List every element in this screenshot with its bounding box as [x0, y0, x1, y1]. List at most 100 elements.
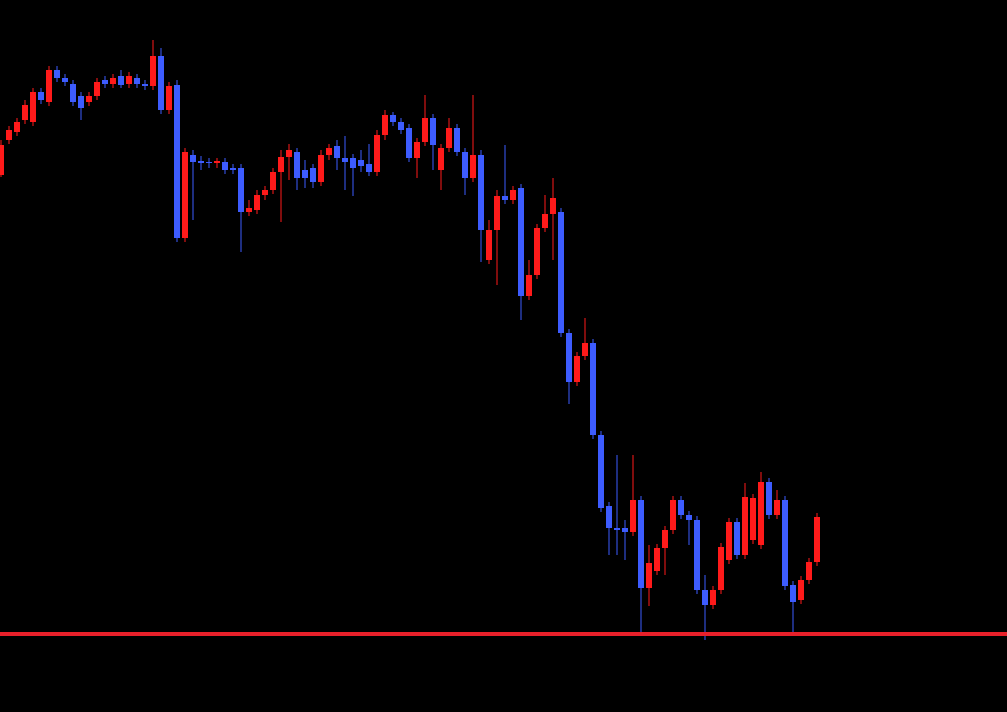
candle-body — [750, 498, 756, 540]
candle-body — [142, 84, 148, 86]
candle-body — [262, 190, 268, 195]
candle-body — [606, 506, 612, 528]
candle-body — [566, 333, 572, 382]
candle-body — [662, 530, 668, 548]
candle-body — [670, 500, 676, 530]
candle-body — [774, 500, 780, 515]
candle-body — [542, 214, 548, 228]
candle-body — [550, 198, 556, 214]
candle-body — [158, 56, 164, 110]
candle-body — [814, 517, 820, 562]
candle-body — [582, 343, 588, 356]
candle-body — [574, 356, 580, 382]
candle-body — [366, 164, 372, 172]
candle-body — [334, 146, 340, 158]
candle-body — [358, 160, 364, 166]
candle-body — [54, 70, 60, 78]
candle-body — [46, 70, 52, 102]
candle-body — [454, 128, 460, 152]
candle-body — [686, 515, 692, 520]
candle-body — [102, 80, 108, 84]
candle-body — [286, 150, 292, 157]
candle-body — [638, 500, 644, 588]
candle-body — [238, 168, 244, 212]
candle-body — [558, 212, 564, 333]
candle-body — [494, 196, 500, 230]
candle-body — [622, 528, 628, 532]
candle-body — [318, 155, 324, 182]
candle-body — [590, 343, 596, 435]
candle-body — [294, 152, 300, 178]
candle-body — [678, 500, 684, 515]
candle-body — [198, 161, 204, 163]
candle-body — [230, 168, 236, 170]
candle-body — [254, 195, 260, 210]
candle-body — [654, 548, 660, 571]
candle-body — [62, 78, 68, 82]
candle-body — [118, 76, 124, 85]
candle-body — [758, 482, 764, 545]
candle-body — [214, 161, 220, 163]
candle-body — [806, 562, 812, 580]
candle-body — [598, 435, 604, 508]
candle-body — [190, 155, 196, 162]
candle-body — [174, 85, 180, 238]
candle-body — [342, 158, 348, 162]
candle-body — [478, 155, 484, 230]
candle-body — [0, 145, 4, 175]
candle-body — [94, 82, 100, 96]
candle-body — [350, 158, 356, 168]
candle-body — [782, 500, 788, 586]
candle-body — [518, 188, 524, 296]
candle-body — [510, 190, 516, 200]
candle-body — [326, 148, 332, 155]
candle-body — [422, 118, 428, 142]
candle-body — [726, 522, 732, 560]
candle-body — [790, 585, 796, 602]
candle-body — [414, 142, 420, 158]
candle-body — [166, 86, 172, 110]
candle-body — [470, 155, 476, 178]
candle-body — [526, 275, 532, 296]
candle-body — [462, 152, 468, 178]
candle-body — [270, 172, 276, 190]
candle-body — [374, 135, 380, 172]
candle-body — [446, 128, 452, 148]
candle-body — [78, 96, 84, 108]
candle-body — [646, 563, 652, 588]
candle-body — [134, 78, 140, 84]
candle-body — [38, 92, 44, 100]
candle-body — [502, 196, 508, 200]
candle-body — [150, 56, 156, 86]
candle-body — [406, 128, 412, 158]
candle-body — [30, 92, 36, 122]
candle-body — [222, 162, 228, 170]
candle-body — [182, 152, 188, 238]
candle-body — [438, 148, 444, 170]
candle-body — [390, 115, 396, 122]
candle-body — [718, 547, 724, 590]
candle-body — [126, 76, 132, 84]
candle-body — [534, 228, 540, 275]
candle-body — [798, 580, 804, 600]
candle-body — [6, 130, 12, 140]
candle-body — [734, 522, 740, 555]
candle-body — [278, 157, 284, 172]
candle-body — [398, 122, 404, 130]
candle-body — [302, 170, 308, 178]
candle-body — [710, 590, 716, 605]
candle-body — [614, 528, 620, 530]
candle-body — [70, 84, 76, 102]
candle-body — [430, 118, 436, 145]
candle-body — [694, 520, 700, 590]
candle-body — [742, 497, 748, 555]
candle-body — [86, 96, 92, 102]
candle-body — [246, 208, 252, 212]
candle-body — [766, 482, 772, 515]
candle-body — [14, 122, 20, 132]
candle-body — [310, 168, 316, 182]
candle-body — [630, 500, 636, 532]
